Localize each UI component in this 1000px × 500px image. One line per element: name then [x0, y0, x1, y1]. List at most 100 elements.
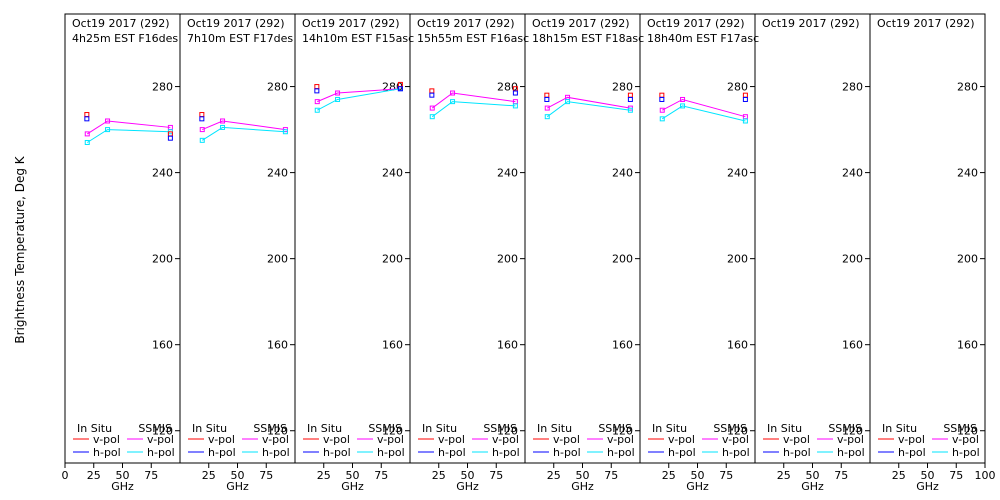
ssmis-v-line	[202, 120, 286, 131]
x-tick-label: 75	[374, 469, 388, 482]
y-tick-label: 240	[612, 167, 633, 180]
y-tick-label: 240	[152, 167, 173, 180]
legend-label-insitu-h: h-pol	[208, 446, 236, 459]
ssmis-h-point	[314, 107, 320, 113]
ssmis-v-point	[544, 105, 550, 111]
legend-label-ssmis-h: h-pol	[722, 446, 750, 459]
legend-label-insitu-v: v-pol	[93, 433, 120, 446]
y-tick-label: 240	[842, 167, 863, 180]
x-axis-label: GHz	[916, 480, 939, 493]
x-axis-label: GHz	[341, 480, 364, 493]
panel-title: Oct19 2017 (292)	[302, 17, 400, 30]
legend-label-insitu-h: h-pol	[93, 446, 121, 459]
y-tick-label: 160	[152, 339, 173, 352]
y-tick-label: 160	[612, 339, 633, 352]
ssmis-h-point	[544, 114, 550, 120]
ssmis-h-line	[661, 105, 746, 122]
legend-label-insitu-v: v-pol	[783, 433, 810, 446]
legend-header-insitu: In Situ	[652, 422, 687, 435]
panel-subtitle: 15h55m EST F16asc	[417, 32, 529, 45]
x-tick-label: 50	[116, 469, 130, 482]
panels: Oct19 2017 (292) 4h25m EST F16des 120 160 20…	[62, 13, 996, 493]
insitu-h-point	[544, 96, 550, 102]
ssmis-v-point	[220, 118, 226, 124]
legend-label-insitu-h: h-pol	[668, 446, 696, 459]
panel-title: Oct19 2017 (292)	[72, 17, 170, 30]
legend-label-ssmis-h: h-pol	[837, 446, 865, 459]
legend-label-ssmis-v: v-pol	[262, 433, 289, 446]
ssmis-v-point	[450, 90, 456, 96]
x-axis-label: GHz	[686, 480, 709, 493]
insitu-v-point	[314, 84, 320, 90]
x-tick-label: 25	[202, 469, 216, 482]
panel-title: Oct19 2017 (292)	[647, 17, 745, 30]
legend-label-ssmis-v: v-pol	[837, 433, 864, 446]
x-tick-label: 75	[259, 469, 273, 482]
x-tick-label: 75	[604, 469, 618, 482]
y-tick-label: 280	[152, 81, 173, 94]
panel-subtitle: 7h10m EST F17des	[187, 32, 293, 45]
y-axis-label: Brightness Temperature, Deg K	[13, 155, 27, 343]
legend-header-insitu: In Situ	[307, 422, 342, 435]
ssmis-v-point	[659, 107, 665, 113]
y-tick-label: 200	[612, 253, 633, 266]
y-tick-label: 200	[267, 253, 288, 266]
y-tick-label: 280	[612, 81, 633, 94]
y-tick-label: 240	[497, 167, 518, 180]
legend-label-ssmis-h: h-pol	[952, 446, 980, 459]
panel-subtitle: 14h10m EST F15asc	[302, 32, 414, 45]
insitu-h-point	[429, 92, 435, 98]
ssmis-h-line	[201, 126, 286, 141]
ssmis-h-point	[335, 96, 341, 102]
y-tick-label: 200	[842, 253, 863, 266]
legend-label-insitu-v: v-pol	[898, 433, 925, 446]
y-tick-label: 280	[842, 81, 863, 94]
ssmis-v-point	[314, 99, 320, 105]
legend-label-insitu-h: h-pol	[898, 446, 926, 459]
legend-header-ssmis: SSMIS	[943, 422, 977, 435]
insitu-v-point	[199, 112, 205, 118]
legend-label-insitu-h: h-pol	[438, 446, 466, 459]
ssmis-h-point	[429, 114, 435, 120]
insitu-h-point	[742, 96, 748, 102]
panel-title: Oct19 2017 (292)	[532, 17, 630, 30]
panel-title: Oct19 2017 (292)	[187, 17, 285, 30]
panel-subtitle: 4h25m EST F16des	[72, 32, 178, 45]
x-tick-label: 0	[62, 469, 69, 482]
ssmis-h-point	[199, 137, 205, 143]
ssmis-h-line	[431, 101, 516, 118]
legend-header-insitu: In Situ	[537, 422, 572, 435]
panel-subtitle: 18h40m EST F17asc	[647, 32, 759, 45]
y-tick-label: 200	[497, 253, 518, 266]
y-tick-label: 160	[382, 339, 403, 352]
legend-label-ssmis-v: v-pol	[607, 433, 634, 446]
insitu-h-point	[512, 90, 518, 96]
y-tick-label: 120	[267, 425, 288, 438]
x-tick-label: 25	[432, 469, 446, 482]
insitu-v-point	[627, 92, 633, 98]
ssmis-h-point	[282, 129, 288, 135]
legend-header-ssmis: SSMIS	[483, 422, 517, 435]
ssmis-v-point	[105, 118, 111, 124]
panel-6: Oct19 2017 (292) 18h40m EST F17asc 120 160 2…	[639, 13, 759, 493]
ssmis-h-point	[680, 103, 686, 109]
x-tick-label: 50	[691, 469, 705, 482]
y-tick-label: 120	[497, 425, 518, 438]
y-tick-label: 200	[727, 253, 748, 266]
ssmis-v-point	[84, 131, 90, 137]
insitu-v-point	[429, 88, 435, 94]
x-tick-label: 25	[892, 469, 906, 482]
legend-header-ssmis: SSMIS	[368, 422, 402, 435]
y-tick-label: 240	[382, 167, 403, 180]
ssmis-h-point	[105, 127, 111, 133]
y-tick-label: 200	[152, 253, 173, 266]
insitu-h-point	[167, 135, 173, 141]
x-axis-label: GHz	[456, 480, 479, 493]
x-tick-label: 25	[87, 469, 101, 482]
insitu-h-point	[314, 88, 320, 94]
panel-8: Oct19 2017 (292) 120 160 200 240 280 25 50 75 100…	[869, 13, 996, 493]
